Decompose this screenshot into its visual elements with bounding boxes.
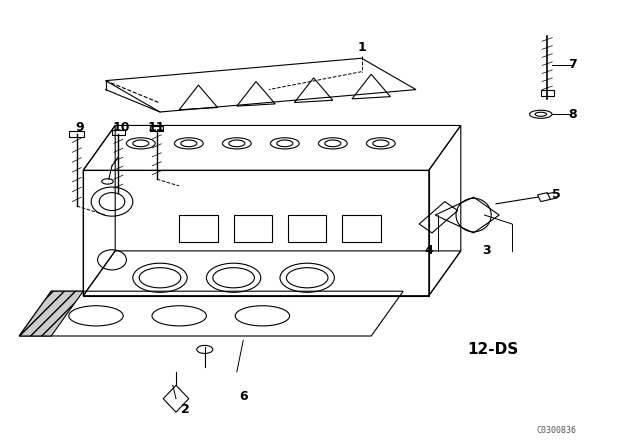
Polygon shape (19, 291, 83, 336)
Text: 5: 5 (552, 188, 561, 202)
Text: 7: 7 (568, 58, 577, 72)
Text: 8: 8 (568, 108, 577, 121)
Text: 11: 11 (148, 121, 166, 134)
Text: 2: 2 (181, 403, 190, 417)
Text: 10: 10 (113, 121, 131, 134)
Text: 4: 4 (424, 244, 433, 258)
Text: 3: 3 (482, 244, 491, 258)
Text: 6: 6 (239, 390, 248, 403)
Text: C0300836: C0300836 (537, 426, 577, 435)
Text: 12-DS: 12-DS (467, 342, 518, 357)
Text: 1: 1 (357, 40, 366, 54)
Text: 9: 9 (76, 121, 84, 134)
